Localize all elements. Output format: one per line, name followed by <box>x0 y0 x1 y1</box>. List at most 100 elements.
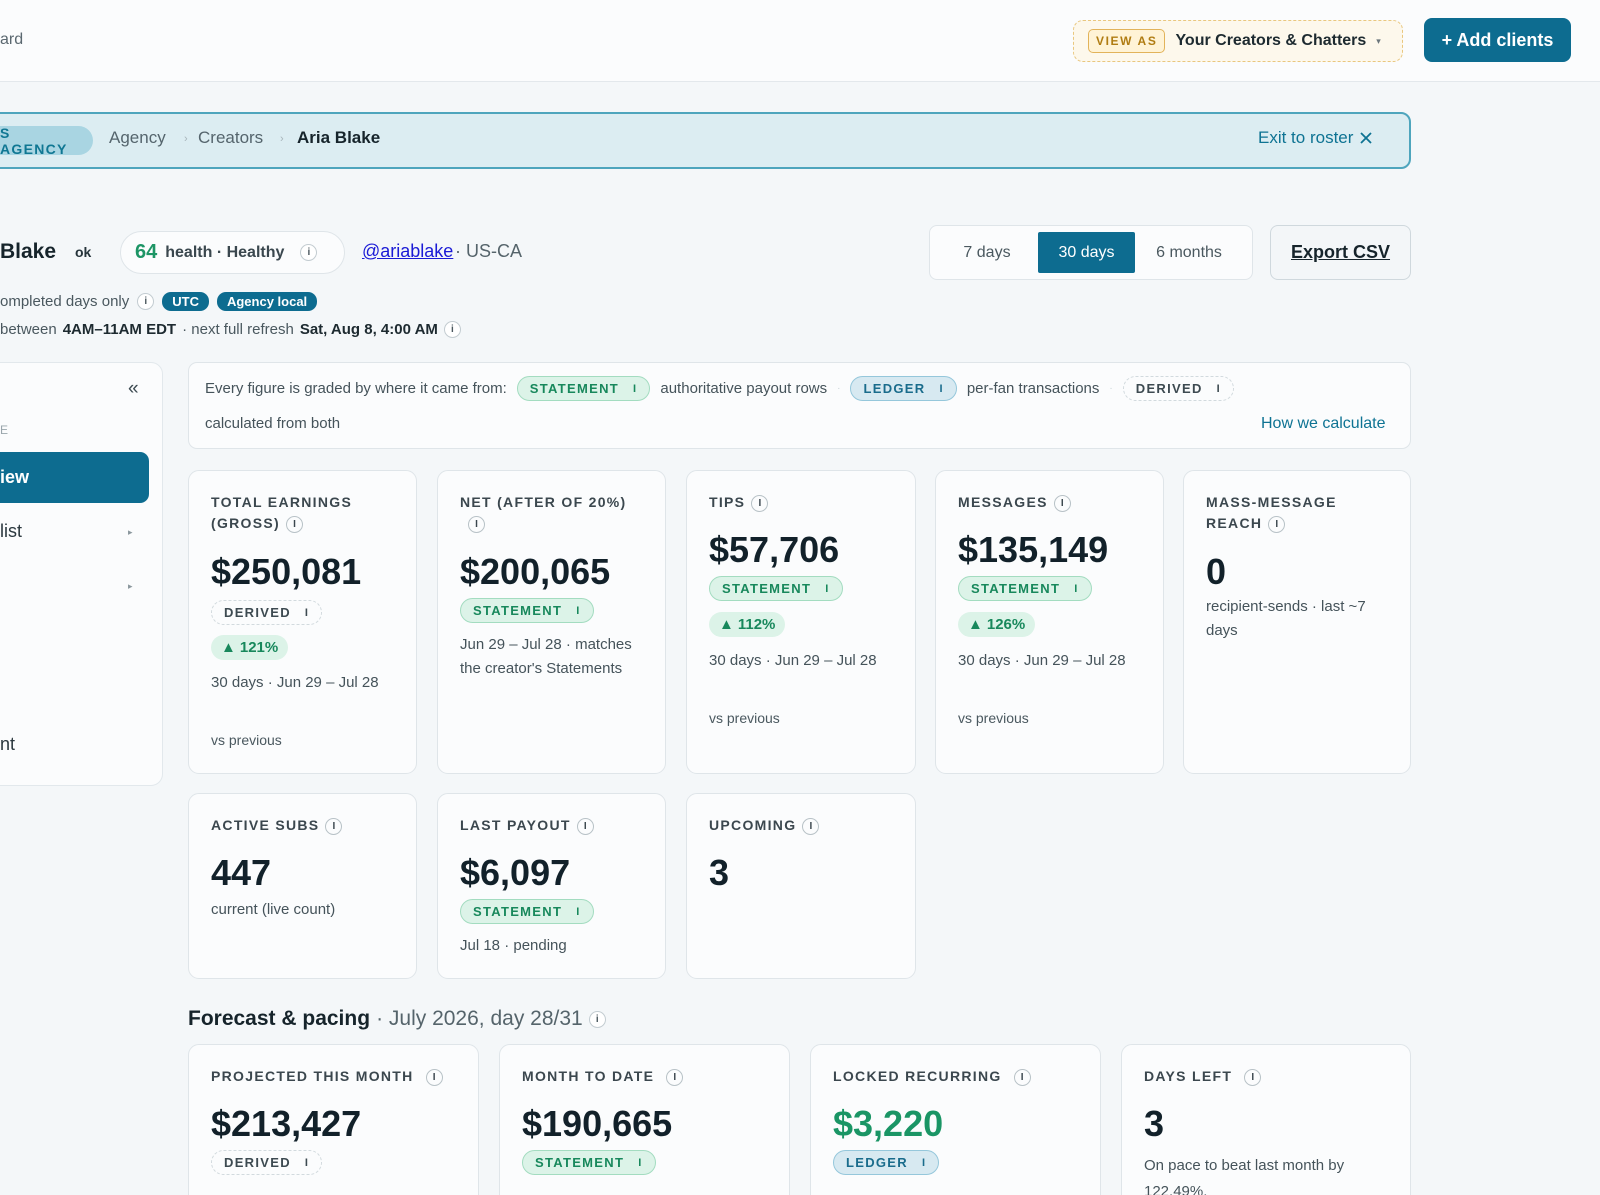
exit-to-roster-link[interactable]: Exit to roster <box>1258 128 1373 148</box>
badge-label: STATEMENT <box>473 904 563 919</box>
card-value: 3 <box>1144 1103 1165 1144</box>
range-option-7-days[interactable]: 7 days <box>963 243 1011 261</box>
info-icon[interactable]: i <box>300 244 318 261</box>
derived-badge[interactable]: DERIVED I <box>211 1150 323 1175</box>
sidebar-item-label: iew <box>0 467 30 487</box>
sidebar-item-overview[interactable]: iew <box>0 452 149 503</box>
add-clients-button[interactable]: + Add clients <box>1424 18 1571 62</box>
info-icon: I <box>1216 382 1221 395</box>
info-icon[interactable]: I <box>286 516 303 533</box>
forecast-section-title: Forecast & pacing · July 2026, day 28/31… <box>188 1007 606 1031</box>
info-icon[interactable]: I <box>751 495 769 512</box>
metric-card-tips: TIPS I $57,706 STATEMENT I ▲ 112% 30 days ·… <box>686 470 916 774</box>
statement-badge[interactable]: STATEMENT I <box>522 1150 656 1175</box>
info-icon[interactable]: I <box>1053 495 1071 512</box>
info-icon[interactable]: i <box>588 1010 606 1028</box>
breadcrumb-current: Aria Blake <box>297 128 381 147</box>
delta-value: 112% <box>737 616 776 633</box>
info-icon[interactable]: I <box>666 1069 684 1086</box>
card-footer: vs previous <box>958 710 1029 726</box>
refresh-window: 4AM–11AM EDT <box>62 321 177 338</box>
ledger-badge[interactable]: LEDGER I <box>850 376 957 401</box>
arrow-up-icon: ▲ <box>221 639 236 656</box>
arrow-up-icon: ▲ <box>968 616 983 633</box>
derived-badge[interactable]: DERIVED I <box>211 600 323 625</box>
range-option-6-months[interactable]: 6 months <box>1156 243 1222 261</box>
info-icon[interactable]: I <box>576 818 594 835</box>
statement-badge[interactable]: STATEMENT I <box>516 376 651 401</box>
info-icon: I <box>304 1156 310 1169</box>
info-icon: I <box>576 604 581 617</box>
ledger-badge[interactable]: LEDGER I <box>833 1150 940 1175</box>
card-value: $190,665 <box>522 1103 673 1144</box>
range-option-30-days[interactable]: 30 days <box>1038 232 1135 273</box>
forecast-subtitle: · July 2026, day 28/31 <box>376 1007 583 1030</box>
collapse-sidebar-icon[interactable]: « <box>128 378 139 399</box>
range-selector: 7 days 30 days 6 months <box>929 225 1253 280</box>
forecast-card-days-left: DAYS LEFT I 3 On pace to beat last month … <box>1121 1044 1411 1195</box>
info-icon[interactable]: I <box>468 516 485 533</box>
info-icon[interactable]: I <box>1244 1069 1262 1086</box>
how-we-calculate-link[interactable]: How we calculate <box>1261 415 1386 432</box>
info-icon: I <box>921 1156 927 1169</box>
metric-card-total-earnings: TOTAL EARNINGS (GROSS) I $250,081 DERIVED… <box>188 470 417 774</box>
utc-chip[interactable]: UTC <box>162 292 209 311</box>
badge-label: LEDGER <box>846 1155 908 1170</box>
info-icon[interactable]: I <box>1268 516 1286 533</box>
chevron-right-icon: ▸ <box>128 581 133 591</box>
statement-badge[interactable]: STATEMENT I <box>709 576 843 601</box>
legend-intro: Every figure is graded by where it came … <box>205 380 507 397</box>
agency-local-chip[interactable]: Agency local <box>216 292 318 311</box>
agency-pill[interactable]: S AGENCY <box>0 125 93 157</box>
view-as-tag: VIEW AS <box>1088 29 1166 53</box>
metric-card-net: NET (AFTER OF 20%) I $200,065 STATEMENT I … <box>437 470 666 774</box>
topbar-breadcrumb[interactable]: ard <box>0 31 24 48</box>
info-icon[interactable]: I <box>325 818 343 835</box>
breadcrumb-agency[interactable]: Agency <box>109 128 166 147</box>
status-badge: ok <box>75 244 92 260</box>
completed-days-note: ompleted days only <box>0 293 130 310</box>
delta-badge: ▲ 126% <box>958 612 1036 637</box>
card-title: UPCOMING I <box>709 815 820 836</box>
info-icon[interactable]: I <box>1013 1069 1031 1086</box>
pace-note: On pace to beat last month by 122.49%. <box>1144 1157 1345 1195</box>
card-title: LAST PAYOUT I <box>460 815 594 836</box>
info-icon[interactable]: i <box>443 321 461 338</box>
metric-card-upcoming: UPCOMING I 3 <box>686 793 916 979</box>
sidebar-item-list[interactable]: list <box>0 521 22 541</box>
sidebar-item[interactable]: nt <box>0 734 16 754</box>
card-title: PROJECTED THIS MONTH I <box>211 1066 443 1087</box>
card-value: $213,427 <box>211 1103 362 1144</box>
badge-label: STATEMENT <box>971 581 1061 596</box>
info-icon[interactable]: I <box>425 1069 443 1086</box>
statement-badge[interactable]: STATEMENT I <box>460 598 594 623</box>
creator-name: Blake <box>0 240 57 263</box>
badge-label: STATEMENT <box>722 581 812 596</box>
export-csv-button[interactable]: Export CSV <box>1270 225 1411 280</box>
info-icon[interactable]: I <box>802 818 820 835</box>
breadcrumb-creators[interactable]: Creators <box>198 128 264 147</box>
creator-handle-link[interactable]: @ariablake <box>362 241 454 261</box>
card-title: NET (AFTER OF 20%) I <box>460 492 650 534</box>
info-icon[interactable]: i <box>137 293 155 310</box>
card-value: 0 <box>1206 551 1227 592</box>
statement-badge[interactable]: STATEMENT I <box>460 899 594 924</box>
card-value: $200,065 <box>460 551 611 592</box>
refresh-note: between 4AM–11AM EDT · next full refresh… <box>0 321 461 338</box>
statement-badge[interactable]: STATEMENT I <box>958 576 1092 601</box>
ledger-desc: per-fan transactions <box>966 380 1100 397</box>
card-value: 447 <box>211 852 272 893</box>
close-icon <box>1360 132 1373 144</box>
health-label: health · Healthy <box>165 243 285 261</box>
derived-badge[interactable]: DERIVED I <box>1122 376 1234 401</box>
card-title: MESSAGES I <box>958 492 1071 513</box>
health-pill[interactable]: 64 health · Healthy i <box>120 231 345 274</box>
exit-roster-label: Exit to roster <box>1258 128 1354 147</box>
separator-dot: · <box>1109 383 1113 394</box>
card-value: $135,149 <box>958 529 1109 570</box>
info-icon: I <box>1074 582 1079 595</box>
badge-label: DERIVED <box>224 1155 291 1170</box>
info-icon: I <box>633 382 638 395</box>
info-icon: I <box>576 905 581 918</box>
view-as-dropdown[interactable]: VIEW AS Your Creators & Chatters ▾ <box>1073 20 1403 62</box>
